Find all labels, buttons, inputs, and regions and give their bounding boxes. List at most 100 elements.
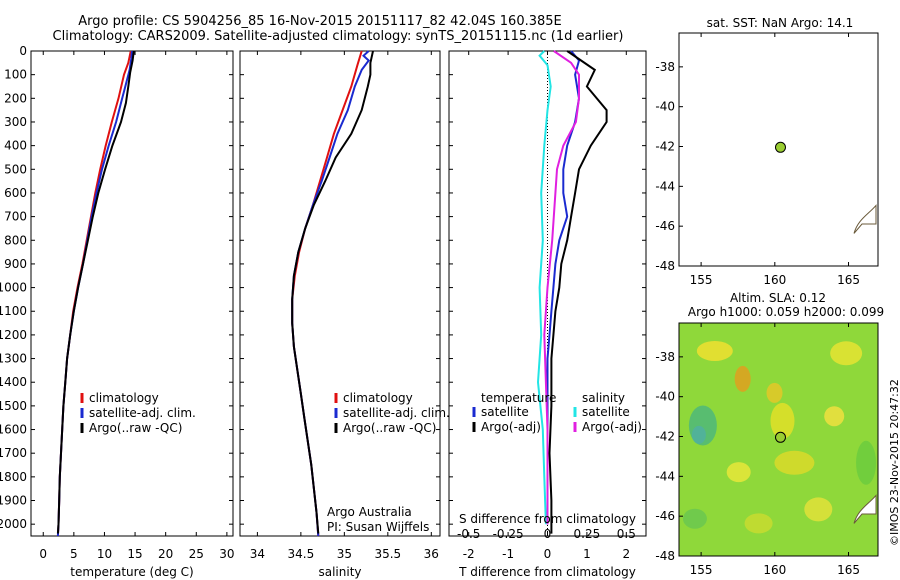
sla-patch [856, 440, 877, 485]
y-tick-label: 700 [4, 210, 27, 224]
panel-difference [448, 50, 647, 537]
series-line-salinity-2 [291, 50, 374, 534]
x-tick-label: -1 [502, 547, 514, 561]
x-tick-label: 35 [337, 547, 352, 561]
series-line-difference-1 [548, 50, 608, 534]
sla-patch [804, 497, 833, 522]
x-tick-label: 20 [158, 547, 173, 561]
x-tick-label: -2 [463, 547, 475, 561]
x-tick-label: 2 [622, 547, 630, 561]
sla-patch [774, 450, 815, 475]
y-tick-label: 1800 [0, 470, 27, 484]
s-axis-label: S difference from climatology [459, 512, 636, 526]
argo-position-marker [774, 431, 786, 443]
y-tick-label: 1300 [0, 352, 27, 366]
map-title: Altim. SLA: 0.12 [730, 291, 826, 305]
sla-patch [744, 513, 773, 534]
y-tick-label: 600 [4, 186, 27, 200]
sla-patch [830, 341, 863, 366]
x-tick-label: 10 [97, 547, 112, 561]
series-line-temperature-2 [56, 50, 135, 534]
sla-patch [726, 462, 751, 483]
y-tick-label: 1100 [0, 304, 27, 318]
sla-patch [696, 340, 733, 361]
sla-patch [766, 382, 783, 403]
y-tick-label: 200 [4, 91, 27, 105]
y-tick-label: 900 [4, 257, 27, 271]
y-tick-label: -40 [655, 100, 675, 114]
x-tick-label: 155 [690, 273, 713, 287]
x-tick-label: 165 [837, 563, 860, 577]
argo-position-marker [774, 141, 786, 153]
x-tick-label: 155 [690, 563, 713, 577]
plot-frame-temperature [30, 50, 234, 537]
y-tick-label: 2000 [0, 517, 27, 531]
x-tick-label: 30 [219, 547, 234, 561]
legend-label: satellite [582, 405, 630, 419]
y-tick-label: -46 [655, 509, 675, 523]
x-tick-label: 1 [583, 547, 591, 561]
x-axis-label: salinity [318, 565, 361, 579]
y-tick-label: -38 [655, 350, 675, 364]
y-tick-label: 1600 [0, 423, 27, 437]
y-tick-label: 1700 [0, 446, 27, 460]
y-tick-label: -42 [655, 430, 675, 444]
y-tick-label: -40 [655, 390, 675, 404]
legend-label: climatology [89, 391, 159, 405]
annotation-text: Argo Australia [327, 505, 412, 519]
legend-label: satellite-adj. clim. [343, 406, 450, 420]
s-tick-label: 0 [544, 527, 552, 541]
y-tick-label: 1900 [0, 494, 27, 508]
y-tick-label: 1400 [0, 375, 27, 389]
x-tick-label: 25 [189, 547, 204, 561]
s-tick-label: -0.5 [457, 527, 480, 541]
figure-subtitle: Climatology: CARS2009. Satellite-adjuste… [52, 29, 624, 44]
x-tick-label: 36 [424, 547, 439, 561]
map-sla-map [678, 322, 879, 557]
y-tick-label: 500 [4, 162, 27, 176]
x-tick-label: 0 [544, 547, 552, 561]
y-tick-label: -48 [655, 549, 675, 563]
legend-label: Argo(..raw -QC) [89, 421, 182, 435]
x-tick-label: 35.5 [374, 547, 401, 561]
y-tick-label: -44 [655, 469, 675, 483]
panel-temperature [30, 50, 234, 537]
map-subtitle: Argo h1000: 0.059 h2000: 0.099 [688, 305, 884, 319]
map-title: sat. SST: NaN Argo: 14.1 [707, 16, 854, 30]
legend-label: Argo(-adj) [582, 420, 642, 434]
y-tick-label: 400 [4, 139, 27, 153]
y-tick-label: -38 [655, 60, 675, 74]
y-tick-label: 1500 [0, 399, 27, 413]
x-tick-label: 160 [763, 273, 786, 287]
y-tick-label: 1000 [0, 281, 27, 295]
sla-patch [770, 402, 795, 439]
coastline [853, 494, 877, 524]
map-sst-map [678, 32, 879, 267]
map-frame [678, 32, 879, 267]
y-tick-label: -46 [655, 219, 675, 233]
legend-label: Argo(..raw -QC) [343, 421, 436, 435]
x-axis-label: temperature (deg C) [70, 565, 193, 579]
legend-label: Argo(-adj) [481, 420, 541, 434]
series-line-difference-2 [536, 50, 552, 525]
s-tick-label: 0.25 [574, 527, 601, 541]
map-frame [678, 322, 879, 557]
y-tick-label: -44 [655, 179, 675, 193]
sla-patch [824, 406, 845, 427]
coastline [853, 204, 877, 234]
y-tick-label: 1200 [0, 328, 27, 342]
sla-patch [691, 425, 706, 444]
y-tick-label: 300 [4, 115, 27, 129]
sla-patch [734, 365, 751, 392]
legend-label: satellite-adj. clim. [89, 406, 196, 420]
x-tick-label: 5 [70, 547, 78, 561]
annotation-text: PI: Susan Wijffels [327, 520, 429, 534]
plot-frame-salinity [239, 50, 441, 537]
y-tick-label: 800 [4, 233, 27, 247]
y-tick-label: -48 [655, 259, 675, 273]
x-tick-label: 165 [837, 273, 860, 287]
legend-title: salinity [582, 391, 625, 405]
figure-title: Argo profile: CS 5904256_85 16-Nov-2015 … [78, 14, 562, 29]
